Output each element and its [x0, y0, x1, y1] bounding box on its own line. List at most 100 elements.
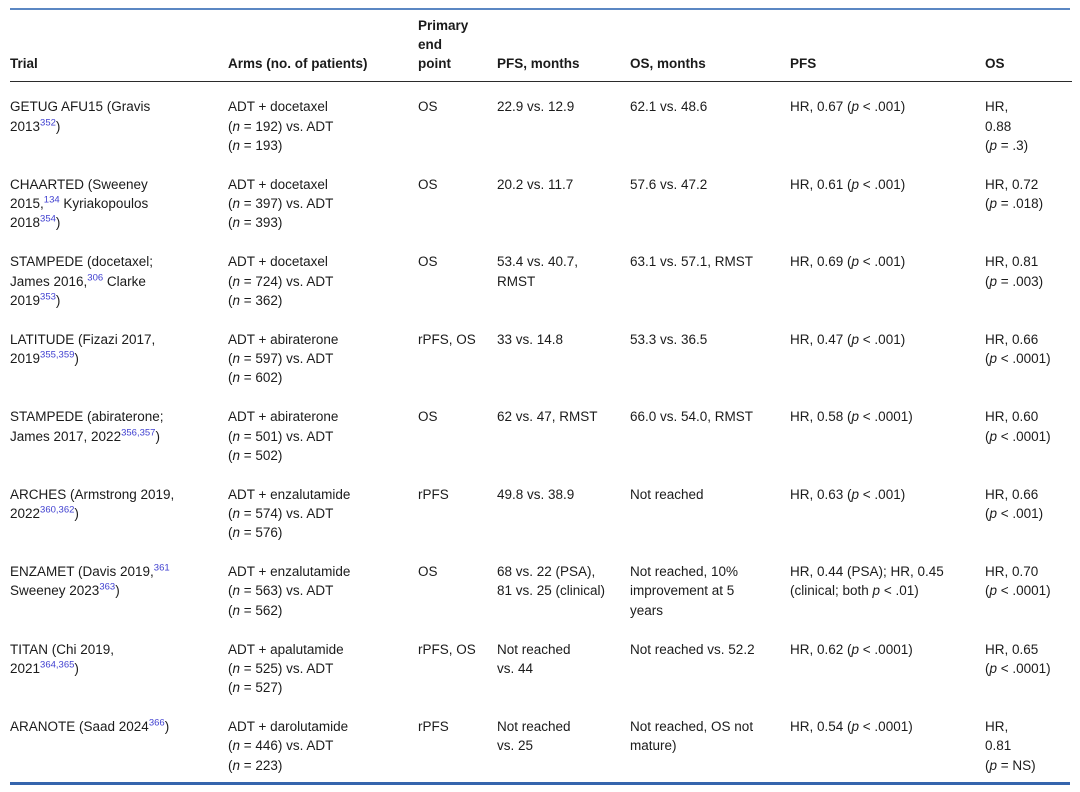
italic-symbol: n [232, 738, 241, 754]
italic-symbol: n [232, 118, 241, 134]
italic-symbol: n [232, 447, 241, 463]
cell-os_hr: HR, 0.60 (p < .0001) [985, 409, 1051, 444]
citation-ref[interactable]: 134 [43, 194, 60, 206]
italic-symbol: n [232, 215, 241, 231]
cell-os_months: Not reached, OS not mature) [630, 719, 754, 754]
column-header-endpoint: Primary end point [418, 10, 497, 83]
cell-arms: ADT + abiraterone (n = 597) vs. ADT (n =… [228, 331, 339, 386]
citation-ref[interactable]: 353 [40, 291, 56, 303]
italic-symbol: n [232, 428, 241, 444]
cell-pfs_months: Not reached vs. 25 [497, 719, 571, 754]
column-header-pfs_months: PFS, months [497, 10, 630, 83]
table-row: STAMPEDE (docetaxel; James 2016,306 Clar… [10, 237, 1072, 314]
cell-endpoint: OS [418, 176, 438, 192]
italic-symbol: p [851, 254, 860, 270]
italic-symbol: n [232, 370, 241, 386]
table-body: GETUG AFU15 (Gravis 2013352) ADT + doceta… [10, 82, 1072, 780]
cell-trial: ARCHES (Armstrong 2019, 2022360,362) [10, 486, 175, 521]
italic-symbol: p [851, 176, 860, 192]
cell-arms: ADT + darolutamide (n = 446) vs. ADT (n … [228, 719, 349, 773]
cell-endpoint: OS [418, 409, 438, 425]
cell-os_hr: HR, 0.66 (p < .0001) [985, 331, 1051, 367]
citation-ref[interactable]: 306 [87, 272, 104, 284]
clinical-trials-table: Trial Arms (no. of patients) Primary end p… [10, 10, 1072, 780]
cell-endpoint: rPFS [418, 486, 449, 502]
italic-symbol: p [872, 583, 881, 599]
cell-arms: ADT + docetaxel (n = 724) vs. ADT (n = 3… [228, 254, 334, 308]
citation-ref[interactable]: 352 [40, 117, 56, 129]
cell-os_hr: HR, 0.65 (p < .0001) [985, 641, 1051, 676]
column-header-arms: Arms (no. of patients) [228, 10, 418, 83]
column-header-os_months: OS, months [630, 10, 790, 83]
cell-endpoint: OS [418, 99, 438, 115]
cell-pfs_hr: HR, 0.63 (p < .001) [790, 486, 906, 502]
italic-symbol: n [232, 660, 241, 676]
italic-symbol: n [232, 757, 241, 773]
cell-os_months: Not reached [630, 486, 704, 502]
cell-arms: ADT + apalutamide (n = 525) vs. ADT (n =… [228, 641, 344, 696]
cell-pfs_months: 53.4 vs. 40.7, RMST [497, 254, 579, 289]
table-row: STAMPEDE (abiraterone; James 2017, 20223… [10, 392, 1072, 469]
cell-endpoint: OS [418, 564, 438, 580]
table-header: Trial Arms (no. of patients) Primary end p… [10, 10, 1072, 83]
citation-ref[interactable]: 354 [40, 213, 56, 225]
citation-ref[interactable]: 360,362 [40, 504, 75, 516]
italic-symbol: p [989, 757, 998, 773]
citation-ref[interactable]: 355,359 [40, 349, 75, 361]
citation-ref[interactable]: 361 [153, 562, 170, 574]
citation-ref[interactable]: 364,365 [40, 659, 75, 671]
cell-os_hr: HR, 0.81 (p = NS) [985, 719, 1036, 773]
italic-symbol: p [989, 196, 998, 212]
header-row: Trial Arms (no. of patients) Primary end p… [10, 10, 1072, 83]
italic-symbol: p [989, 583, 998, 599]
italic-symbol: n [232, 273, 241, 289]
cell-endpoint: rPFS, OS [418, 331, 476, 347]
italic-symbol: n [232, 137, 241, 153]
cell-pfs_hr: HR, 0.62 (p < .0001) [790, 641, 913, 657]
cell-os_hr: HR, 0.72 (p = .018) [985, 176, 1044, 212]
cell-os_hr: HR, 0.81 (p = .003) [985, 254, 1044, 289]
cell-trial: ENZAMET (Davis 2019,361 Sweeney 2023363) [10, 562, 170, 599]
table-top-rule [10, 8, 1070, 10]
table-bottom-rule [10, 781, 1070, 785]
table-row: ENZAMET (Davis 2019,361 Sweeney 2023363)… [10, 547, 1072, 624]
cell-endpoint: rPFS, OS [418, 641, 476, 657]
cell-os_months: 53.3 vs. 36.5 [630, 331, 708, 347]
cell-pfs_hr: HR, 0.47 (p < .001) [790, 331, 906, 347]
italic-symbol: n [232, 680, 241, 696]
italic-symbol: p [989, 505, 998, 521]
cell-os_hr: HR, 0.70 (p < .0001) [985, 564, 1051, 599]
cell-trial: STAMPEDE (abiraterone; James 2017, 20223… [10, 409, 164, 444]
table-row: ARCHES (Armstrong 2019, 2022360,362) ADT … [10, 470, 1072, 547]
cell-pfs_hr: HR, 0.69 (p < .001) [790, 254, 906, 270]
table-row: ARANOTE (Saad 2024366) ADT + darolutamide… [10, 702, 1072, 779]
cell-trial: GETUG AFU15 (Gravis 2013352) [10, 99, 151, 134]
cell-os_months: Not reached vs. 52.2 [630, 641, 755, 657]
cell-endpoint: rPFS [418, 719, 449, 735]
cell-pfs_months: 49.8 vs. 38.9 [497, 486, 575, 502]
column-header-trial: Trial [10, 10, 228, 83]
cell-trial: ARANOTE (Saad 2024366) [10, 717, 170, 735]
citation-ref[interactable]: 356,357 [121, 427, 156, 438]
citation-ref[interactable]: 363 [99, 581, 116, 593]
table-row: CHAARTED (Sweeney 2015,134 Kyriakopoulos… [10, 160, 1072, 237]
cell-endpoint: OS [418, 254, 438, 270]
cell-pfs_hr: HR, 0.67 (p < .001) [790, 99, 906, 115]
italic-symbol: p [989, 351, 998, 367]
cell-arms: ADT + abiraterone (n = 501) vs. ADT (n =… [228, 409, 339, 463]
cell-trial: TITAN (Chi 2019, 2021364,365) [10, 641, 115, 676]
italic-symbol: p [851, 486, 860, 502]
cell-os_months: 63.1 vs. 57.1, RMST [630, 254, 754, 270]
cell-pfs_months: Not reached vs. 44 [497, 641, 571, 676]
cell-os_months: 62.1 vs. 48.6 [630, 99, 708, 115]
table-row: GETUG AFU15 (Gravis 2013352) ADT + doceta… [10, 82, 1072, 160]
citation-ref[interactable]: 366 [148, 717, 165, 729]
cell-arms: ADT + docetaxel (n = 397) vs. ADT (n = 3… [228, 176, 334, 231]
italic-symbol: n [232, 505, 241, 521]
cell-pfs_months: 68 vs. 22 (PSA), 81 vs. 25 (clinical) [497, 564, 606, 599]
italic-symbol: p [851, 409, 860, 425]
italic-symbol: n [232, 602, 241, 618]
italic-symbol: n [232, 583, 241, 599]
italic-symbol: p [851, 331, 860, 347]
